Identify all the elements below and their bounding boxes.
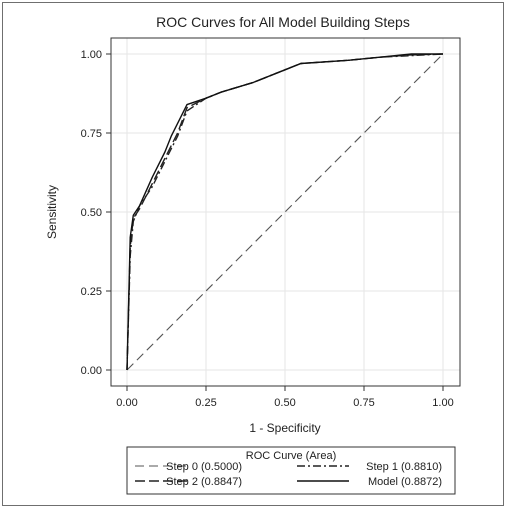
x-axis-label: 1 - Specificity <box>249 421 320 435</box>
chart-title: ROC Curves for All Model Building Steps <box>156 14 410 30</box>
x-tick-label: 0.25 <box>195 397 216 409</box>
grid <box>111 38 460 386</box>
y-tick-label: 0.75 <box>81 128 102 140</box>
axis-ticks: 0.00 0.25 0.50 0.75 1.00 0.00 0.25 0.50 0.75 1.00 <box>81 49 454 409</box>
legend-entries: Step 0 (0.5000) Step 1 (0.8810) Step 2 (0.… <box>135 461 442 488</box>
legend-entry: Step 1 (0.8810) <box>366 461 442 473</box>
legend-entry: Model (0.8872) <box>368 476 442 488</box>
series-layer <box>126 53 444 371</box>
x-tick-label: 0.75 <box>353 397 374 409</box>
y-tick-label: 0.50 <box>81 207 102 219</box>
legend-entry: Step 2 (0.8847) <box>166 476 242 488</box>
series-line-model <box>126 53 443 371</box>
y-tick-label: 0.00 <box>81 365 102 377</box>
legend-title: ROC Curve (Area) <box>246 450 336 462</box>
legend: ROC Curve (Area) Step 0 (0.5000) Step 1 (… <box>126 446 456 495</box>
series-line-step-0 <box>126 53 444 371</box>
legend-entry: Step 0 (0.5000) <box>166 461 242 473</box>
legend-box <box>126 446 456 495</box>
y-tick-label: 0.25 <box>81 286 102 298</box>
x-tick-label: 0.00 <box>116 397 137 409</box>
chart-frame <box>2 2 504 506</box>
y-axis-label: Sensitivity <box>45 185 59 239</box>
x-tick-label: 0.50 <box>274 397 295 409</box>
x-tick-label: 1.00 <box>432 397 453 409</box>
y-tick-label: 1.00 <box>81 49 102 61</box>
